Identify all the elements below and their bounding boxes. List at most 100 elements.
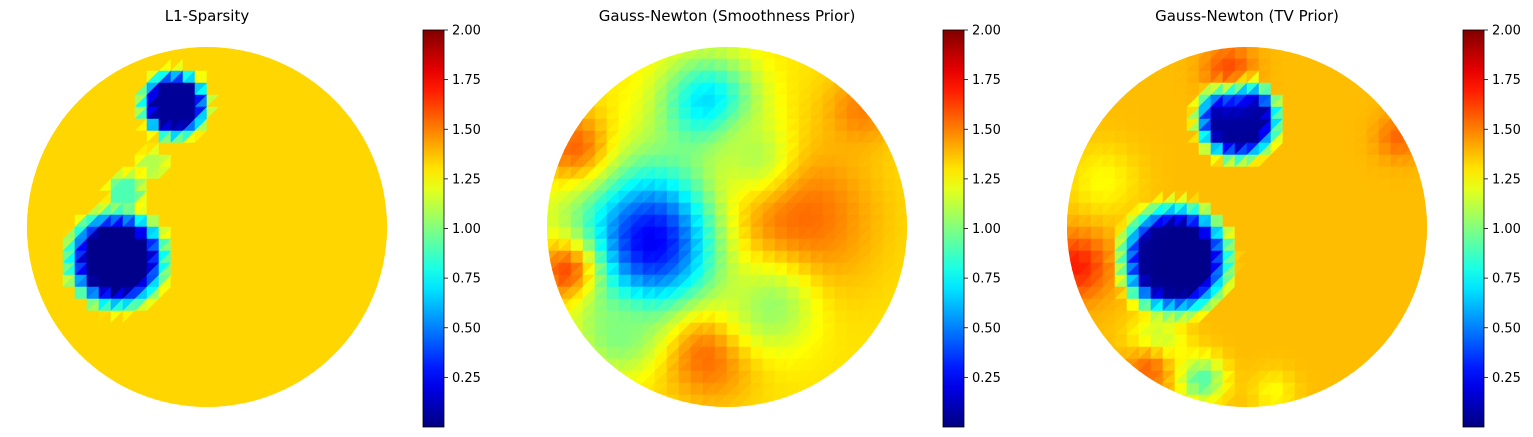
mesh-cell	[1426, 226, 1427, 240]
mesh-cell	[1426, 214, 1427, 228]
mesh-cell	[547, 238, 548, 252]
mesh-cell	[1222, 47, 1236, 48]
mesh-cell	[50, 106, 64, 120]
mesh-cell	[242, 406, 256, 407]
mesh-cell	[170, 47, 184, 48]
mesh-cell	[834, 70, 848, 84]
mesh-cell	[27, 274, 40, 288]
mesh-cell	[266, 47, 280, 60]
mesh-cell	[27, 202, 28, 216]
mesh-cell	[786, 47, 800, 60]
mesh-cell	[1210, 406, 1224, 407]
mesh-cell	[1067, 154, 1080, 168]
mesh-cell	[786, 394, 800, 407]
mesh-cell	[762, 406, 776, 407]
mesh-cell	[894, 286, 907, 300]
mesh-cell	[547, 190, 548, 204]
mesh-cell	[870, 106, 884, 120]
mesh-cell	[230, 406, 244, 407]
mesh-cell	[726, 406, 740, 407]
mesh-cell	[50, 118, 64, 132]
conductivity-mesh	[1067, 47, 1427, 407]
mesh-cell	[1067, 250, 1068, 264]
mesh-cell	[1067, 214, 1068, 228]
mesh-cell	[1414, 286, 1427, 300]
mesh-cell	[582, 346, 596, 360]
mesh-cell	[774, 47, 788, 60]
mesh-cell	[858, 94, 872, 108]
mesh-cell	[350, 334, 364, 348]
mesh-cell	[27, 238, 28, 252]
mesh-cell	[547, 286, 560, 300]
mesh-cell	[218, 47, 232, 48]
mesh-cell	[374, 286, 387, 300]
mesh-cell	[558, 142, 572, 156]
mesh-cell	[906, 262, 907, 276]
mesh-cell	[27, 202, 28, 216]
mesh-cell	[558, 118, 572, 132]
mesh-cell	[170, 47, 184, 48]
colorbar-tick-label: 1.75	[452, 73, 481, 88]
colorbar-tick-label: 1.00	[452, 222, 481, 237]
mesh-cell	[630, 382, 644, 396]
mesh-cell	[558, 310, 572, 324]
mesh-cell	[62, 346, 76, 360]
mesh-cell	[1270, 47, 1284, 48]
mesh-cell	[62, 94, 76, 108]
mesh-cell	[158, 47, 172, 60]
mesh-cell	[134, 394, 148, 407]
mesh-cell	[1354, 370, 1368, 384]
mesh-cell	[206, 406, 220, 407]
mesh-cell	[606, 370, 620, 384]
mesh-cell	[1306, 394, 1320, 407]
mesh-cell	[1114, 358, 1128, 372]
mesh-cell	[74, 358, 88, 372]
mesh-cell	[894, 154, 907, 168]
panel-smoothness-prior: Gauss-Newton (Smoothness Prior) 0.25 0.50…	[520, 0, 1040, 437]
mesh-cell	[547, 250, 548, 264]
mesh-cell	[1126, 370, 1140, 384]
mesh-cell	[122, 58, 136, 72]
mesh-cell	[386, 250, 387, 264]
mesh-cell	[1234, 47, 1248, 48]
mesh-cell	[290, 382, 304, 396]
mesh-cell	[206, 47, 220, 48]
mesh-cell	[1390, 334, 1404, 348]
mesh-cell	[786, 47, 800, 60]
mesh-cell	[218, 406, 232, 407]
mesh-cell	[27, 250, 28, 264]
mesh-cell	[27, 226, 28, 240]
mesh-cell	[1234, 47, 1248, 48]
mesh-cell	[1114, 358, 1128, 372]
mesh-cell	[750, 406, 764, 407]
mesh-cell	[1222, 406, 1236, 407]
mesh-cell	[326, 358, 340, 372]
colorbar-tick-label: 1.25	[452, 172, 481, 187]
mesh-cell	[570, 334, 584, 348]
mesh-cell	[38, 130, 52, 144]
mesh-cell	[1078, 142, 1092, 156]
mesh-cell	[1067, 226, 1068, 240]
mesh-cell	[38, 310, 52, 324]
mesh-cell	[846, 358, 860, 372]
mesh-cell	[338, 346, 352, 360]
mesh-cell	[1102, 94, 1116, 108]
colorbar-tick-label: 1.00	[1492, 222, 1521, 237]
mesh-cell	[326, 358, 340, 372]
mesh-cell	[906, 214, 907, 228]
mesh-cell	[1414, 286, 1427, 300]
mesh-cell	[1402, 118, 1416, 132]
mesh-cell	[1426, 262, 1427, 276]
mesh-cell	[1294, 406, 1308, 407]
mesh-cell	[906, 274, 907, 288]
mesh-cell	[1222, 47, 1236, 48]
mesh-cell	[690, 406, 704, 407]
mesh-cell	[194, 47, 208, 48]
mesh-cell	[122, 47, 136, 60]
mesh-cell	[846, 82, 860, 96]
mesh-cell	[594, 82, 608, 96]
mesh-cell	[74, 94, 88, 108]
mesh-cell	[27, 154, 40, 168]
mesh-cell	[1234, 406, 1248, 407]
mesh-cell	[50, 334, 64, 348]
